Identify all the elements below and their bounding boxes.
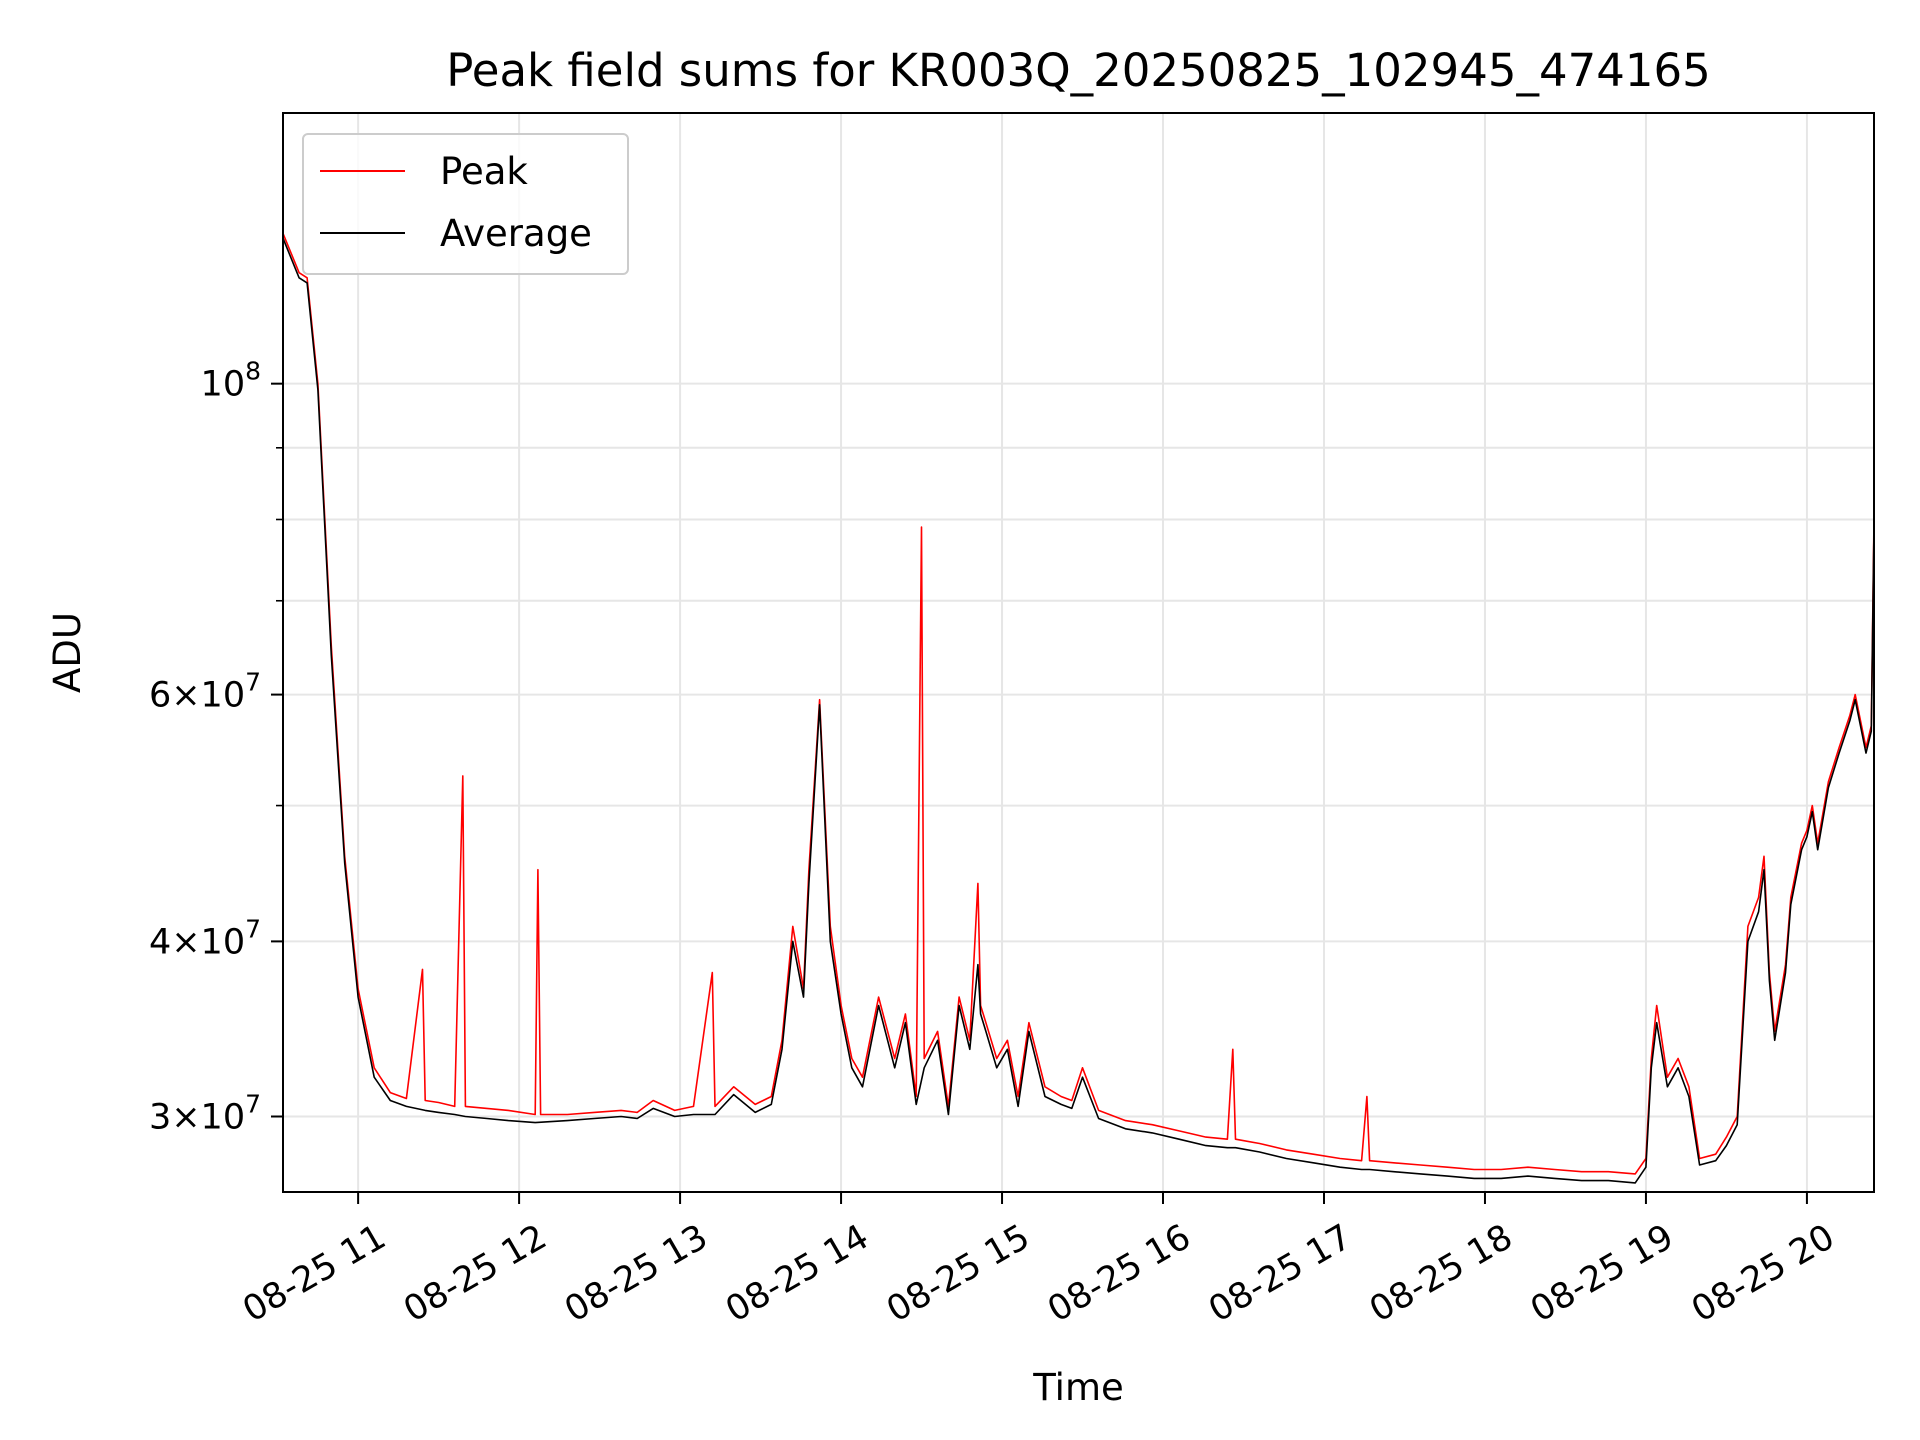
legend-box — [302, 133, 629, 275]
y-tick-label: 6×107 — [149, 668, 261, 716]
plot-frame — [282, 112, 1875, 1193]
legend-label-average: Average — [440, 212, 592, 255]
y-tick-label: 3×107 — [149, 1089, 261, 1137]
grid — [283, 113, 1874, 1192]
y-axis-title: ADU — [46, 612, 89, 693]
x-axis-title: Time — [1032, 1366, 1124, 1409]
y-tick-label: 108 — [201, 357, 261, 405]
legend-label-peak: Peak — [440, 150, 528, 193]
chart-title: Peak field sums for KR003Q_20250825_1029… — [446, 44, 1710, 97]
y-axis: 3×107 4×107 6×107 108 — [149, 357, 283, 1137]
series-layer — [283, 233, 1874, 1184]
series-line-average — [283, 237, 1874, 1184]
series-line-peak — [283, 233, 1874, 1175]
legend: Peak Average — [302, 133, 629, 275]
y-tick-label: 4×107 — [149, 914, 261, 962]
